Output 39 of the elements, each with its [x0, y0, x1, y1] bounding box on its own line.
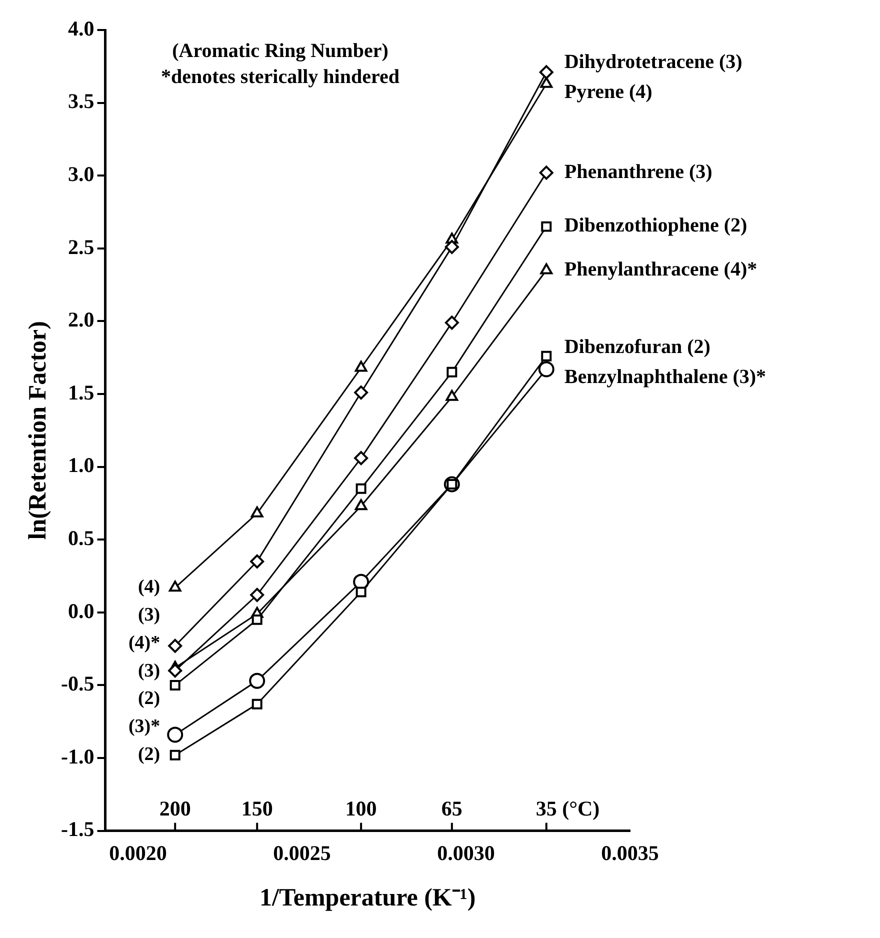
y-tick-label: 3.0: [68, 162, 94, 186]
y-tick-label: 2.5: [68, 234, 94, 259]
y-tick-label: 3.5: [68, 89, 94, 114]
series-label: Dihydrotetracene (3): [564, 51, 742, 74]
series-label: Dibenzothiophene (2): [564, 214, 748, 237]
y-tick-label: -1.0: [60, 744, 94, 768]
y-tick-label: 4.0: [68, 16, 94, 40]
series-label: Phenylanthracene (4)*: [564, 258, 758, 280]
x-tick-label: 0.0020: [109, 840, 167, 865]
annotation: (2): [138, 744, 160, 765]
y-tick-label: 1.0: [68, 453, 94, 478]
annotation: (4)*: [128, 632, 160, 654]
annotation: 200: [159, 796, 191, 821]
y-tick-label: -1.5: [60, 817, 94, 842]
series-label: Benzylnaphthalene (3)*: [564, 366, 766, 388]
annotation: 100: [345, 796, 377, 821]
annotation: (3): [138, 660, 160, 682]
annotation: (3)*: [128, 716, 160, 738]
x-tick-label: 0.0035: [601, 840, 659, 865]
annotation: (4): [138, 576, 160, 598]
annotation: *denotes sterically hindered: [160, 66, 400, 88]
y-tick-label: 1.5: [68, 380, 94, 404]
x-axis-title: 1/Temperature (K⁻¹): [260, 884, 476, 912]
annotation: 35 (°C): [536, 796, 600, 821]
y-tick-label: 0.5: [68, 526, 94, 550]
series-label: Pyrene (4): [564, 81, 652, 104]
annotation: (2): [138, 688, 160, 710]
series-label: Dibenzofuran (2): [564, 336, 710, 358]
annotation: (Aromatic Ring Number): [172, 40, 388, 62]
y-tick-label: 2.0: [68, 308, 94, 332]
y-tick-label: -0.5: [60, 672, 94, 696]
x-tick-label: 0.0025: [273, 840, 331, 865]
annotation: 150: [241, 796, 273, 821]
x-tick-label: 0.0030: [437, 840, 495, 865]
annotation: (3): [138, 604, 160, 626]
y-tick-label: 0.0: [68, 598, 94, 623]
series-label: Phenanthrene (3): [564, 160, 712, 183]
y-axis-title: ln(Retention Factor): [24, 321, 52, 540]
annotation: 65: [441, 796, 462, 821]
